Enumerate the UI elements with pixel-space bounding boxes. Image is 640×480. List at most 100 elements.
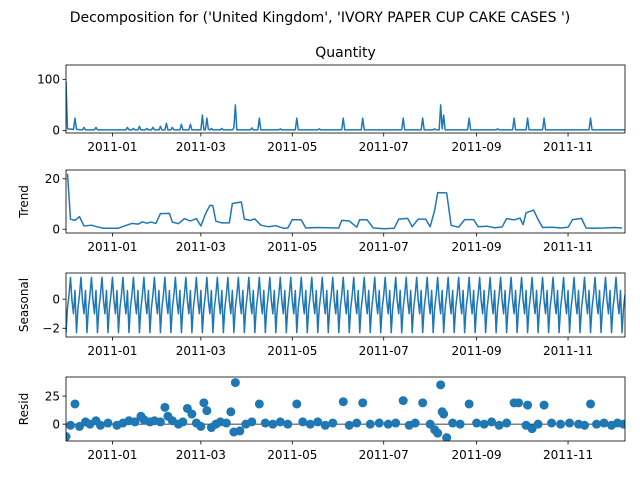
resid-point [103,418,113,428]
resid-ylabel: Resid [17,393,31,425]
resid-point [439,409,449,419]
resid-point [479,419,489,429]
resid-point [130,417,140,427]
x-tick-label: 2011-05 [267,140,317,154]
resid-point [298,417,308,427]
resid-point [523,400,533,410]
resid-point [305,419,315,429]
resid-point [187,409,197,419]
resid-point [455,419,465,429]
quantity-plot-area [66,81,625,131]
x-tick-label: 2011-07 [359,344,409,358]
resid-point [235,426,245,436]
resid-point [196,421,206,431]
y-tick-label: 20 [45,172,60,186]
resid-plot-area [66,378,625,441]
x-tick-label: 2011-07 [359,448,409,462]
resid-point [260,418,270,428]
resid-point [418,398,428,408]
resid-point [320,420,330,430]
resid-point [547,418,557,428]
x-tick-label: 2011-11 [543,140,593,154]
resid-point [502,418,512,428]
x-tick-label: 2011-09 [452,240,502,254]
resid-point [539,400,549,410]
resid-point [398,396,408,406]
x-tick-label: 2011-07 [359,140,409,154]
resid-point [565,418,575,428]
x-tick-label: 2011-03 [176,344,226,358]
resid-point [283,419,293,429]
y-tick-label: 25 [45,389,60,403]
y-tick-label: 0 [52,292,60,306]
resid-axes-frame [65,376,626,442]
x-tick-label: 2011-05 [267,344,317,358]
figure-suptitle: Decomposition for ('United Kingdom', 'IV… [70,10,571,26]
x-tick-label: 2011-03 [176,140,226,154]
quantity-panel: 2011-01 2011-03 2011-05 2011-07 2011-09 2011-… [37,45,626,154]
resid-point [374,418,384,428]
x-tick-label: 2011-11 [543,240,593,254]
resid-point [275,417,285,427]
resid-point [442,433,452,441]
resid-point [448,418,458,428]
y-tick-label: 0 [52,124,60,138]
resid-point [358,398,368,408]
x-tick-label: 2011-03 [176,240,226,254]
resid-point [70,399,80,409]
resid-point [328,418,338,428]
resid-point [178,417,188,427]
seasonal-plot-area [66,276,625,334]
resid-point [202,406,212,416]
x-tick-label: 2011-01 [87,448,137,462]
seasonal-line [66,276,625,334]
resid-point [391,418,401,428]
y-tick-label: 0 [52,223,60,237]
resid-point [383,419,393,429]
resid-point [580,420,590,430]
seasonal-axes-frame [65,272,626,338]
quantity-title: Quantity [315,45,376,61]
x-tick-label: 2011-03 [176,448,226,462]
y-tick-label: 100 [37,73,60,87]
resid-point [66,432,71,441]
trend-ylabel: Trend [17,185,31,219]
x-tick-label: 2011-07 [359,240,409,254]
resid-point [230,378,240,388]
resid-point [410,418,420,428]
resid-point [464,399,474,409]
subplot-panels: 2011-01 2011-03 2011-05 2011-07 2011-09 2011-… [17,45,626,462]
resid-point [487,417,497,427]
resid-point [472,418,482,428]
resid-point [221,418,231,428]
x-tick-label: 2011-11 [543,344,593,358]
x-tick-label: 2011-09 [452,344,502,358]
y-tick-label: −2 [42,322,60,336]
resid-point [313,417,323,427]
resid-point [494,420,504,430]
resid-point [619,419,625,429]
resid-point [226,407,236,417]
resid-point [268,419,278,429]
resid-point [344,420,354,430]
resid-point [365,419,375,429]
seasonal-ylabel: Seasonal [17,278,31,332]
x-tick-label: 2011-11 [543,448,593,462]
seasonal-panel: 2011-01 2011-03 2011-05 2011-07 2011-09 2011-… [17,272,626,358]
resid-point [155,417,165,427]
resid-point [254,399,264,409]
resid-point [592,419,602,429]
resid-point [533,419,543,429]
resid-point [338,397,348,407]
resid-point [586,399,596,409]
x-tick-label: 2011-01 [87,240,137,254]
resid-point [160,402,170,412]
x-tick-label: 2011-09 [452,140,502,154]
resid-point [95,420,105,430]
x-tick-label: 2011-01 [87,140,137,154]
resid-point [556,419,566,429]
resid-point [66,420,75,430]
resid-point [199,398,209,408]
x-tick-label: 2011-09 [452,448,502,462]
